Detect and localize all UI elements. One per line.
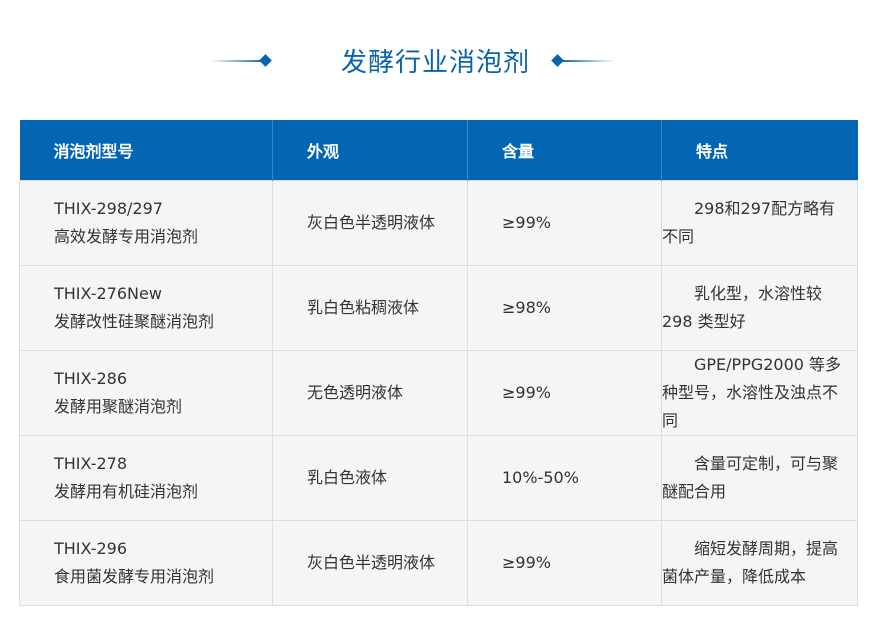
model-code: THIX-276New xyxy=(54,284,162,303)
section-heading: 发酵行业消泡剂 xyxy=(0,40,871,84)
cell-appearance: 乳白色液体 xyxy=(272,435,468,521)
header-appearance: 外观 xyxy=(272,120,468,181)
table-header-row: 消泡剂型号 外观 含量 特点 xyxy=(19,120,858,181)
model-code: THIX-296 xyxy=(54,539,127,558)
cell-feature: GPE/PPG2000 等多 种型号，水溶性及浊点不 同 xyxy=(661,350,858,436)
header-feature: 特点 xyxy=(661,120,858,181)
page-title: 发酵行业消泡剂 xyxy=(340,48,530,78)
table-row: THIX-286 发酵用聚醚消泡剂 无色透明液体 ≥99% GPE/PPG2000… xyxy=(19,350,858,436)
cell-content: ≥99% xyxy=(467,180,662,266)
cell-content: ≥99% xyxy=(467,350,662,436)
cell-model: THIX-296 食用菌发酵专用消泡剂 xyxy=(19,520,273,606)
cell-content: ≥99% xyxy=(467,520,662,606)
header-model: 消泡剂型号 xyxy=(19,120,273,181)
model-code: THIX-286 xyxy=(54,369,127,388)
cell-feature: 298和297配方略有 不同 xyxy=(661,180,858,266)
right-line-decoration xyxy=(560,60,615,62)
left-line-decoration xyxy=(210,60,265,62)
table-row: THIX-278 发酵用有机硅消泡剂 乳白色液体 10%-50% 含量可定制，可与… xyxy=(19,435,858,521)
cell-model: THIX-276New 发酵改性硅聚醚消泡剂 xyxy=(19,265,273,351)
table-row: THIX-298/297 高效发酵专用消泡剂 灰白色半透明液体 ≥99% 298和… xyxy=(19,180,858,266)
model-name: 发酵用有机硅消泡剂 xyxy=(54,482,199,501)
model-code: THIX-278 xyxy=(54,454,127,473)
cell-appearance: 灰白色半透明液体 xyxy=(272,180,468,266)
model-name: 发酵改性硅聚醚消泡剂 xyxy=(54,312,215,331)
cell-feature: 乳化型，水溶性较 298 类型好 xyxy=(661,265,858,351)
cell-model: THIX-286 发酵用聚醚消泡剂 xyxy=(19,350,273,436)
model-name: 高效发酵专用消泡剂 xyxy=(54,227,199,246)
cell-content: 10%-50% xyxy=(467,435,662,521)
cell-model: THIX-298/297 高效发酵专用消泡剂 xyxy=(19,180,273,266)
model-name: 食用菌发酵专用消泡剂 xyxy=(54,567,215,586)
model-code: THIX-298/297 xyxy=(54,199,163,218)
cell-feature: 含量可定制，可与聚 醚配合用 xyxy=(661,435,858,521)
table-row: THIX-276New 发酵改性硅聚醚消泡剂 乳白色粘稠液体 ≥98% 乳化型，水… xyxy=(19,265,858,351)
product-table: 消泡剂型号 外观 含量 特点 THIX-298/297 高效发酵专用消泡剂 灰白色… xyxy=(19,120,858,606)
cell-feature: 缩短发酵周期，提高 菌体产量，降低成本 xyxy=(661,520,858,606)
table-row: THIX-296 食用菌发酵专用消泡剂 灰白色半透明液体 ≥99% 缩短发酵周期，… xyxy=(19,520,858,606)
cell-appearance: 无色透明液体 xyxy=(272,350,468,436)
model-name: 发酵用聚醚消泡剂 xyxy=(54,397,183,416)
cell-model: THIX-278 发酵用有机硅消泡剂 xyxy=(19,435,273,521)
cell-appearance: 乳白色粘稠液体 xyxy=(272,265,468,351)
cell-appearance: 灰白色半透明液体 xyxy=(272,520,468,606)
header-content: 含量 xyxy=(467,120,662,181)
cell-content: ≥98% xyxy=(467,265,662,351)
